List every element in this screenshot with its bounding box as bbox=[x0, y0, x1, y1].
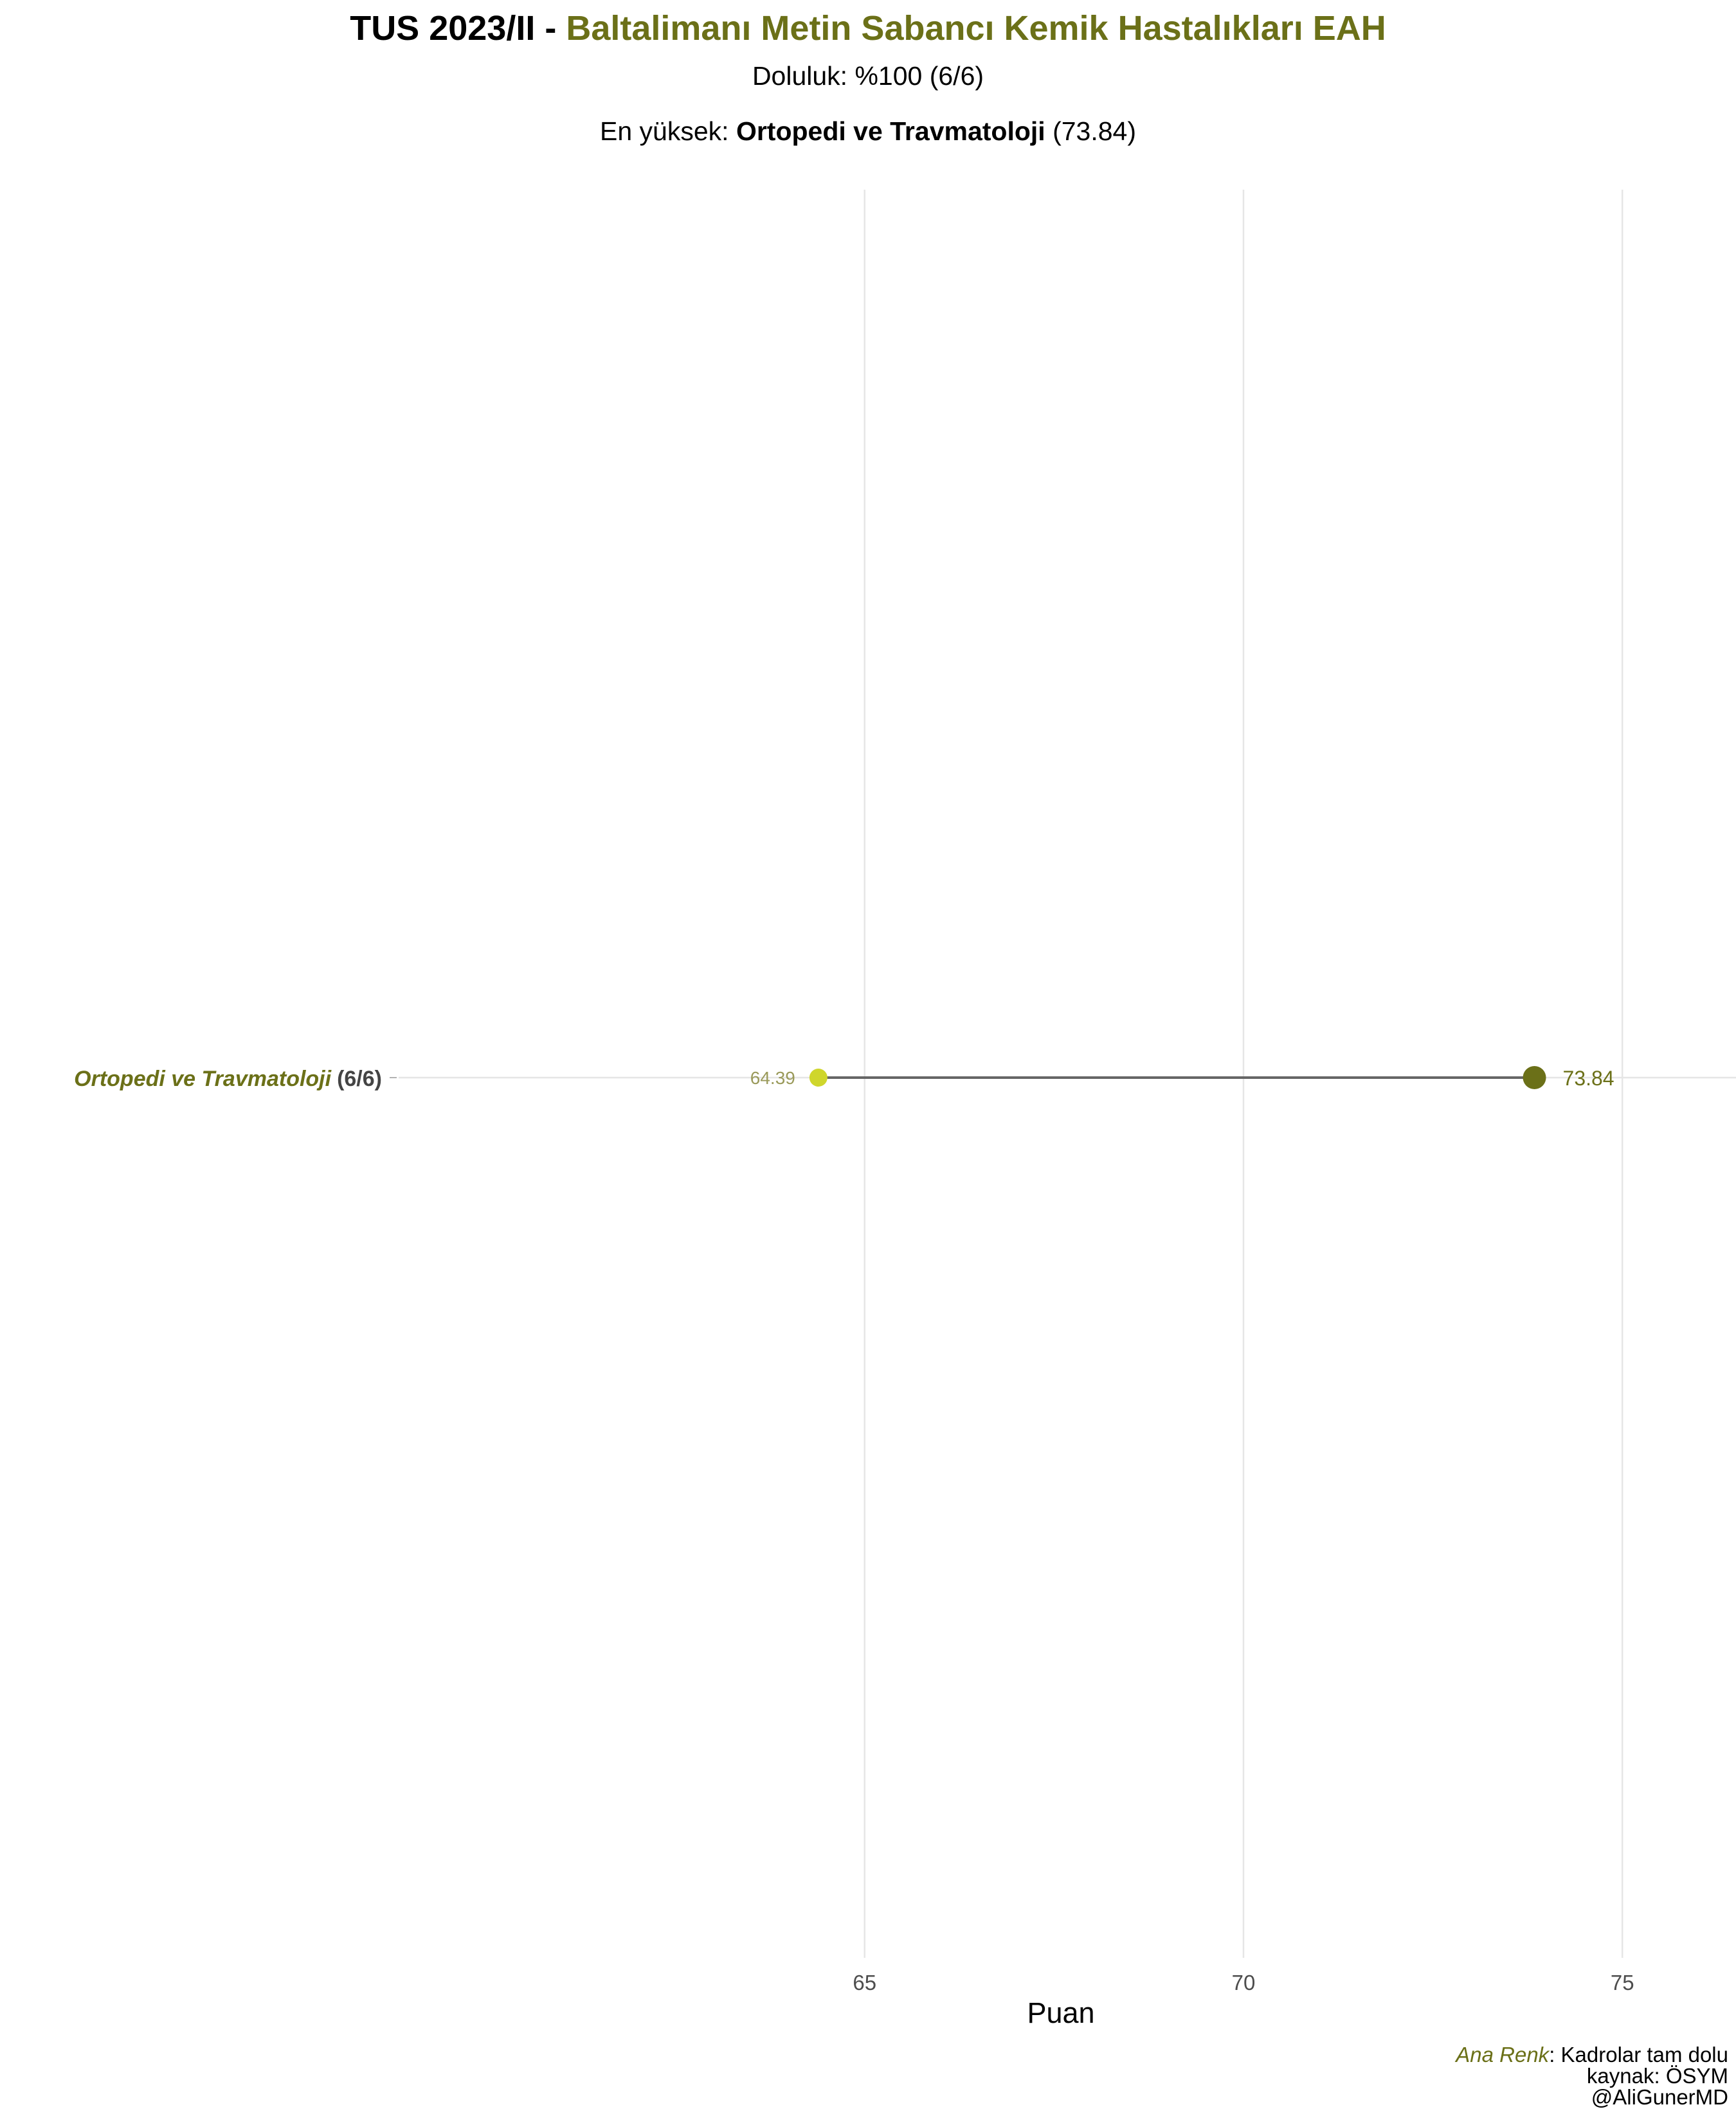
min-score-label: 64.39 bbox=[750, 1068, 795, 1088]
y-tick-label: Ortopedi ve Travmatoloji (6/6) bbox=[74, 1067, 382, 1091]
x-tick-label: 70 bbox=[1232, 1971, 1256, 1994]
subtitle-top-department: Ortopedi ve Travmatoloji bbox=[736, 116, 1045, 146]
subtitle-fill-rate: Doluluk: %100 (6/6) bbox=[752, 61, 984, 91]
department-count: (6/6) bbox=[337, 1067, 382, 1091]
subtitle-top-prefix: En yüksek: bbox=[600, 116, 736, 146]
subtitle-top-score: En yüksek: Ortopedi ve Travmatoloji (73.… bbox=[600, 116, 1136, 146]
min-score-point bbox=[809, 1069, 827, 1087]
caption-legend-text: : Kadrolar tam dolu bbox=[1549, 2043, 1728, 2066]
marks-layer: 64.39 73.84 bbox=[750, 1066, 1614, 1090]
max-score-point bbox=[1523, 1066, 1546, 1089]
x-axis: 65 70 75 Ortopedi ve Travmatoloji (6/6) bbox=[74, 1067, 1634, 1994]
caption-legend-key: Ana Renk bbox=[1454, 2043, 1550, 2066]
x-tick-label: 65 bbox=[853, 1971, 876, 1994]
chart-title: TUS 2023/II - Baltalimanı Metin Sabancı … bbox=[350, 9, 1386, 48]
caption-author: @AliGunerMD bbox=[1591, 2085, 1728, 2109]
max-score-label: 73.84 bbox=[1563, 1067, 1614, 1090]
caption-source: kaynak: ÖSYM bbox=[1587, 2064, 1728, 2088]
title-prefix: TUS 2023/II - bbox=[350, 9, 566, 48]
title-institution: Baltalimanı Metin Sabancı Kemik Hastalık… bbox=[566, 9, 1386, 48]
x-tick-label: 75 bbox=[1611, 1971, 1634, 1994]
subtitle-top-value: (73.84) bbox=[1045, 116, 1136, 146]
x-axis-title: Puan bbox=[1027, 1996, 1094, 2029]
department-name: Ortopedi ve Travmatoloji bbox=[74, 1067, 332, 1091]
caption-legend: Ana Renk: Kadrolar tam dolu bbox=[1454, 2043, 1728, 2066]
